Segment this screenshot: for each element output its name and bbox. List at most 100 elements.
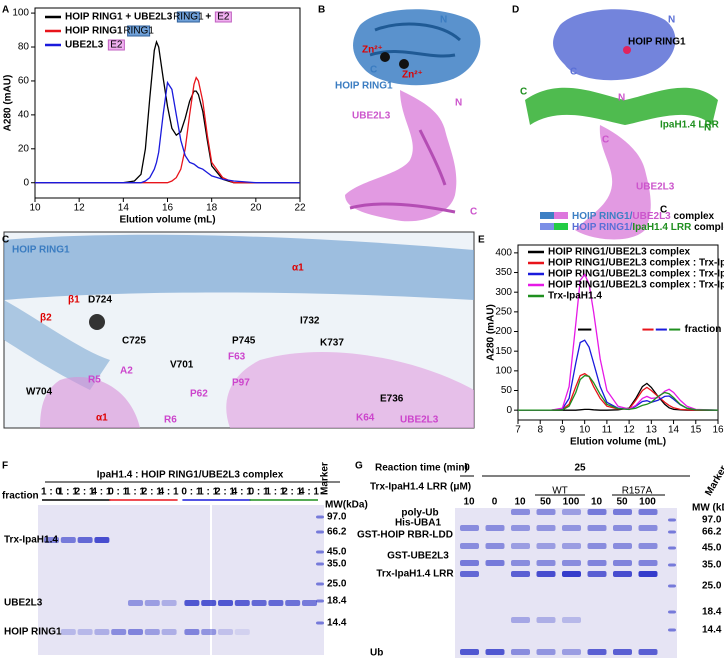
- mw-title: MW(kDa): [325, 500, 368, 511]
- data-line: [35, 80, 300, 184]
- band: [316, 621, 324, 625]
- band: [613, 543, 632, 549]
- band: [668, 584, 676, 588]
- mw-label: 14.4: [702, 625, 722, 636]
- lane-label: 10: [591, 497, 603, 508]
- y-tick-label: 350: [495, 267, 512, 278]
- legend-icon-label: E2: [217, 12, 230, 23]
- panel-label: D: [512, 5, 519, 16]
- lane-label: 1 : 1: [198, 487, 218, 498]
- lane-label: 100: [639, 497, 656, 508]
- band: [460, 525, 479, 531]
- band: [536, 617, 556, 623]
- x-axis-title: Elution volume (mL): [119, 215, 215, 226]
- y-tick-label: 50: [501, 385, 513, 396]
- lane-label: 50: [616, 497, 628, 508]
- y-tick-label: 80: [18, 42, 30, 53]
- band: [316, 550, 324, 554]
- legend-label: HOIP RING1/UBE2L3 complex : Trx-IpaH1.4 …: [548, 269, 724, 280]
- x-tick-label: 18: [206, 203, 218, 214]
- marker-label: Marker: [703, 464, 724, 498]
- data-line: [518, 339, 719, 411]
- x-tick-label: 14: [118, 203, 130, 214]
- gel-title: IpaH1.4 : HOIP RING1/UBE2L3 complex: [97, 470, 284, 481]
- band: [316, 599, 324, 603]
- band: [144, 629, 160, 635]
- legend-label: HOIP RING1/IpaH1.4 LRR complex: [572, 222, 724, 233]
- residue-label: V701: [170, 360, 194, 371]
- legend-part: HOIP RING1/: [572, 211, 633, 222]
- legend-part: HOIP RING1/: [572, 222, 633, 233]
- structure-label: Zn²⁺: [402, 70, 423, 81]
- time-label: 25: [574, 463, 586, 474]
- x-tick-label: 20: [250, 203, 262, 214]
- lane-label: 2 : 1: [75, 487, 95, 498]
- lane-label: 1 : 1: [125, 487, 145, 498]
- group-label: WT: [552, 486, 568, 497]
- legend-icon: [127, 25, 151, 37]
- y-tick-label: 60: [18, 76, 30, 87]
- x-tick-label: 13: [646, 425, 658, 436]
- band: [587, 571, 607, 577]
- y-tick-label: 400: [495, 248, 512, 259]
- x-tick-label: 9: [560, 425, 566, 436]
- structure-label: N: [440, 15, 447, 26]
- band: [638, 560, 658, 566]
- residue-label: P62: [190, 389, 208, 400]
- annotation: fraction: [685, 324, 722, 335]
- residue-label: β2: [40, 313, 52, 324]
- row-label: fraction: [2, 491, 39, 502]
- time-label: 0: [464, 463, 470, 474]
- band: [668, 530, 676, 534]
- residue-label: D724: [88, 295, 112, 306]
- mw-label: 35.0: [327, 559, 347, 570]
- residue-label: K64: [356, 413, 375, 424]
- band-label: Ub: [370, 648, 383, 659]
- residue-label: HOIP RING1: [12, 245, 70, 256]
- band: [485, 525, 505, 531]
- x-tick-label: 7: [515, 425, 521, 436]
- band: [587, 543, 607, 549]
- legend-icon-label: E2: [110, 40, 123, 51]
- band: [251, 600, 267, 606]
- data-line: [35, 76, 300, 184]
- header-label: Reaction time (min): [375, 463, 468, 474]
- legend-icon: [214, 11, 232, 23]
- y-tick-label: 200: [495, 326, 512, 337]
- mw-label: 97.0: [327, 512, 347, 523]
- panel-label: E: [478, 235, 485, 246]
- y-axis-title: A280 (mAU): [3, 75, 14, 132]
- band: [511, 560, 530, 566]
- band-label: His-UBA1: [395, 518, 442, 529]
- band: [77, 537, 93, 543]
- legend-label: HOIP RING1/UBE2L3 complex : Trx-IpaH1.4 …: [548, 280, 724, 291]
- band: [161, 629, 177, 635]
- band: [562, 617, 581, 623]
- data-line: [518, 374, 719, 411]
- band-label: GST-UBE2L3: [387, 551, 449, 562]
- mw-label: 18.4: [327, 596, 347, 607]
- mw-label: 66.2: [702, 527, 722, 538]
- structure-label: HOIP RING1: [628, 37, 686, 48]
- band: [638, 509, 658, 515]
- legend-part: complex: [671, 211, 715, 222]
- x-tick-label: 15: [690, 425, 702, 436]
- legend-label: HOIP RING1/UBE2L3 complex: [572, 211, 715, 222]
- structure-label: N: [618, 93, 625, 104]
- mw-label: 45.0: [327, 547, 347, 558]
- legend-icon-plus: +: [205, 12, 211, 23]
- band: [562, 571, 581, 577]
- structure-label: C: [660, 205, 667, 216]
- band: [536, 543, 556, 549]
- band: [302, 600, 317, 606]
- mw-label: 14.4: [327, 618, 347, 629]
- band: [638, 571, 658, 577]
- band: [44, 537, 59, 543]
- band: [316, 530, 324, 534]
- legend-icon-label: RING1: [173, 12, 204, 23]
- structure-label: UBE2L3: [352, 111, 391, 122]
- band-label: UBE2L3: [4, 598, 43, 609]
- legend-label: HOIP RING1: [65, 26, 123, 37]
